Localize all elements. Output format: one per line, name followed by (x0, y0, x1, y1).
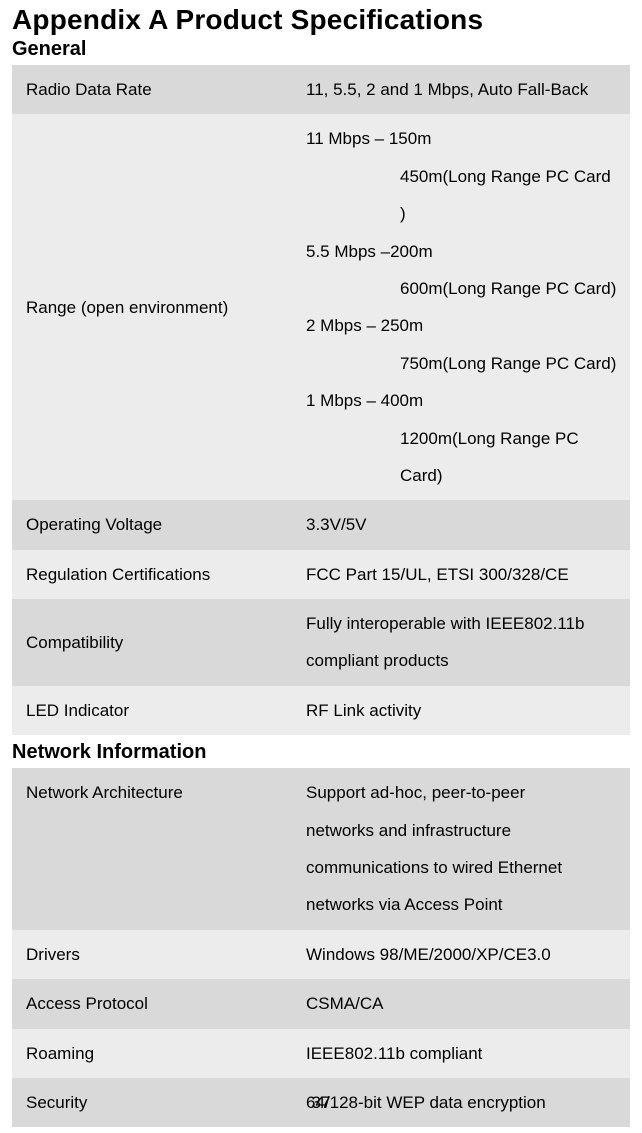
range-line: 1 Mbps – 400m (306, 382, 620, 419)
cell-label: Access Protocol (12, 979, 292, 1028)
compat-line: Fully interoperable with IEEE802.11b (306, 605, 620, 642)
cell-label: Range (open environment) (12, 114, 292, 500)
cell-value: CSMA/CA (292, 979, 630, 1028)
range-line: 450m(Long Range PC Card ) (306, 158, 620, 233)
range-line: 600m(Long Range PC Card) (306, 270, 620, 307)
table-row: Radio Data Rate 11, 5.5, 2 and 1 Mbps, A… (12, 65, 630, 114)
spec-table-network: Network Architecture Support ad-hoc, pee… (12, 768, 630, 1127)
section-heading-general: General (12, 38, 630, 61)
cell-value: Fully interoperable with IEEE802.11b com… (292, 599, 630, 686)
cell-value: RF Link activity (292, 686, 630, 735)
cell-value: 11, 5.5, 2 and 1 Mbps, Auto Fall-Back (292, 65, 630, 114)
cell-label: Network Architecture (12, 768, 292, 930)
highlight: 3.3V/5V (306, 515, 367, 534)
highlight: Compatibility (26, 633, 123, 652)
cell-label: Regulation Certifications (12, 550, 292, 599)
spec-table-general: Radio Data Rate 11, 5.5, 2 and 1 Mbps, A… (12, 65, 630, 735)
page-number: 37 (0, 1093, 642, 1113)
table-row: Operating Voltage 3.3V/5V (12, 500, 630, 549)
table-row: Compatibility Fully interoperable with I… (12, 599, 630, 686)
table-row: LED Indicator RF Link activity (12, 686, 630, 735)
cell-label: Operating Voltage (12, 500, 292, 549)
cell-value: 3.3V/5V (292, 500, 630, 549)
range-line: 5.5 Mbps –200m (306, 233, 620, 270)
cell-value: IEEE802.11b compliant (292, 1029, 630, 1078)
table-row: Drivers Windows 98/ME/2000/XP/CE3.0 (12, 930, 630, 979)
highlight: Fully interoperable with IEEE802.11b (306, 614, 584, 633)
cell-label: Compatibility (12, 599, 292, 686)
table-row: Roaming IEEE802.11b compliant (12, 1029, 630, 1078)
cell-label: Roaming (12, 1029, 292, 1078)
section-heading-network: Network Information (12, 741, 630, 764)
arch-line: networks via Access Point (306, 886, 620, 923)
highlight: compliant products (306, 651, 449, 670)
cell-label: LED Indicator (12, 686, 292, 735)
table-row: Network Architecture Support ad-hoc, pee… (12, 768, 630, 930)
range-line: 1200m(Long Range PC Card) (306, 420, 620, 495)
arch-line: communications to wired Ethernet (306, 849, 620, 886)
range-line: 750m(Long Range PC Card) (306, 345, 620, 382)
table-row: Range (open environment) 11 Mbps – 150m … (12, 114, 630, 500)
range-line: 2 Mbps – 250m (306, 307, 620, 344)
page-title: Appendix A Product Specifications (12, 4, 630, 36)
cell-value-range: 11 Mbps – 150m 450m(Long Range PC Card )… (292, 114, 630, 500)
range-line: 11 Mbps – 150m (306, 120, 620, 157)
highlight: Operating Voltage (26, 515, 162, 534)
arch-line: networks and infrastructure (306, 812, 620, 849)
cell-value: FCC Part 15/UL, ETSI 300/328/CE (292, 550, 630, 599)
page-container: Appendix A Product Specifications Genera… (0, 0, 642, 1127)
cell-label: Drivers (12, 930, 292, 979)
compat-line: compliant products (306, 642, 620, 679)
arch-line: Support ad-hoc, peer-to-peer (306, 774, 620, 811)
table-row: Regulation Certifications FCC Part 15/UL… (12, 550, 630, 599)
cell-value: Support ad-hoc, peer-to-peer networks an… (292, 768, 630, 930)
cell-label: Radio Data Rate (12, 65, 292, 114)
cell-value: Windows 98/ME/2000/XP/CE3.0 (292, 930, 630, 979)
table-row: Access Protocol CSMA/CA (12, 979, 630, 1028)
